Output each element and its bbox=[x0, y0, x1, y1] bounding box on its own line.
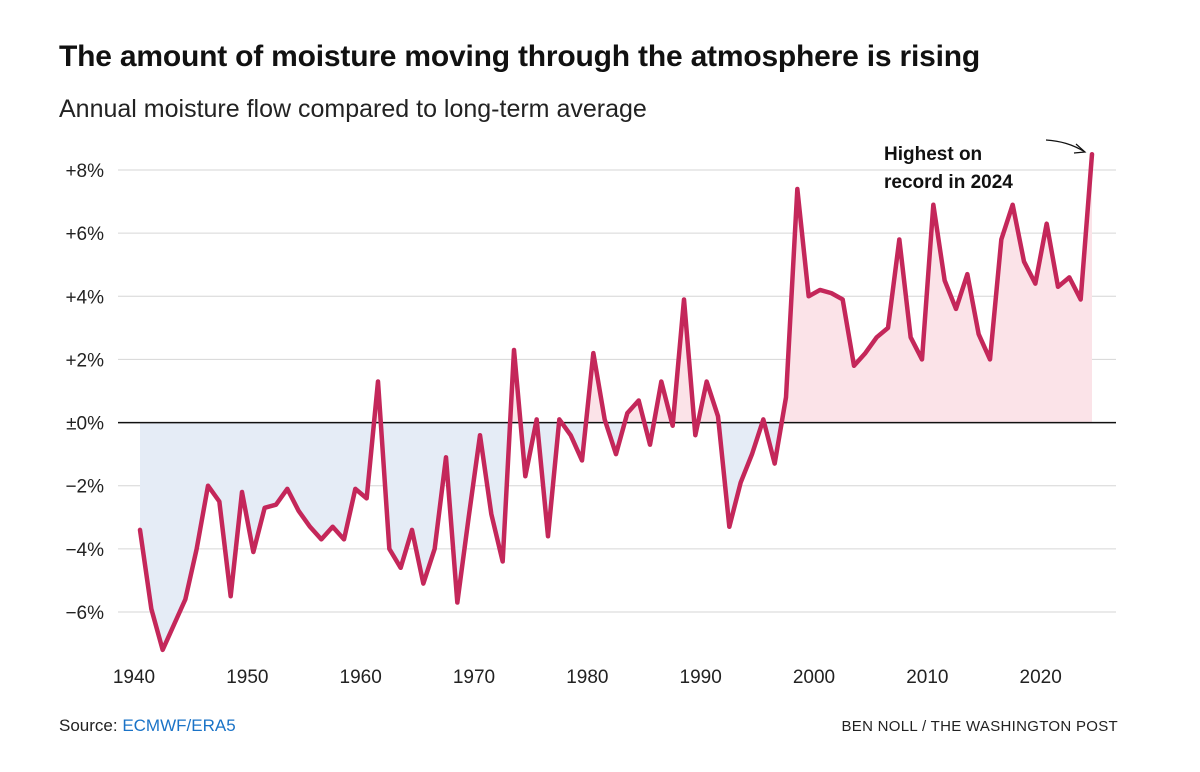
x-tick-label: 1940 bbox=[113, 667, 155, 688]
series-line bbox=[137, 151, 1095, 653]
x-tick-label: 1970 bbox=[453, 667, 495, 688]
chart-subtitle: Annual moisture flow compared to long-te… bbox=[59, 95, 647, 123]
y-tick-label: +6% bbox=[65, 224, 104, 245]
y-tick-label: −2% bbox=[65, 477, 104, 498]
y-tick-label: −6% bbox=[65, 603, 104, 624]
negative-area-fill bbox=[140, 422, 1092, 650]
y-tick-label: +2% bbox=[65, 350, 104, 371]
area-fills bbox=[140, 154, 1092, 650]
annotation-text-line1: Highest on bbox=[884, 144, 982, 165]
y-axis-ticks: +8% +6% +4% +2% ±0% −2% −4% −6% bbox=[65, 161, 104, 624]
x-tick-label: 2020 bbox=[1020, 667, 1062, 688]
y-tick-label: −4% bbox=[65, 540, 104, 561]
x-tick-label: 1950 bbox=[226, 667, 268, 688]
x-axis-ticks: 1940 1950 1960 1970 1980 1990 2000 2010 2020 bbox=[113, 667, 1062, 688]
x-tick-label: 2010 bbox=[906, 667, 948, 688]
x-tick-label: 2000 bbox=[793, 667, 835, 688]
annotation-group: Highest on record in 2024 bbox=[884, 139, 1087, 193]
series-line-group bbox=[137, 151, 1095, 653]
source-link[interactable]: ECMWF/ERA5 bbox=[122, 716, 236, 735]
annotation-arrow-icon bbox=[1045, 139, 1086, 153]
positive-area-fill bbox=[140, 154, 1092, 423]
y-tick-label: +8% bbox=[65, 161, 104, 182]
chart-title: The amount of moisture moving through th… bbox=[59, 40, 980, 73]
x-tick-label: 1990 bbox=[680, 667, 722, 688]
annotation-text-line2: record in 2024 bbox=[884, 172, 1013, 193]
y-tick-label: ±0% bbox=[66, 414, 104, 435]
x-tick-label: 1960 bbox=[340, 667, 382, 688]
y-tick-label: +4% bbox=[65, 287, 104, 308]
source-note: Source: ECMWF/ERA5 bbox=[59, 716, 236, 736]
source-prefix: Source: bbox=[59, 716, 123, 735]
x-tick-label: 1980 bbox=[566, 667, 608, 688]
credit-line: BEN NOLL / THE WASHINGTON POST bbox=[841, 718, 1118, 735]
annotation-arrowhead-icon bbox=[1073, 143, 1087, 154]
